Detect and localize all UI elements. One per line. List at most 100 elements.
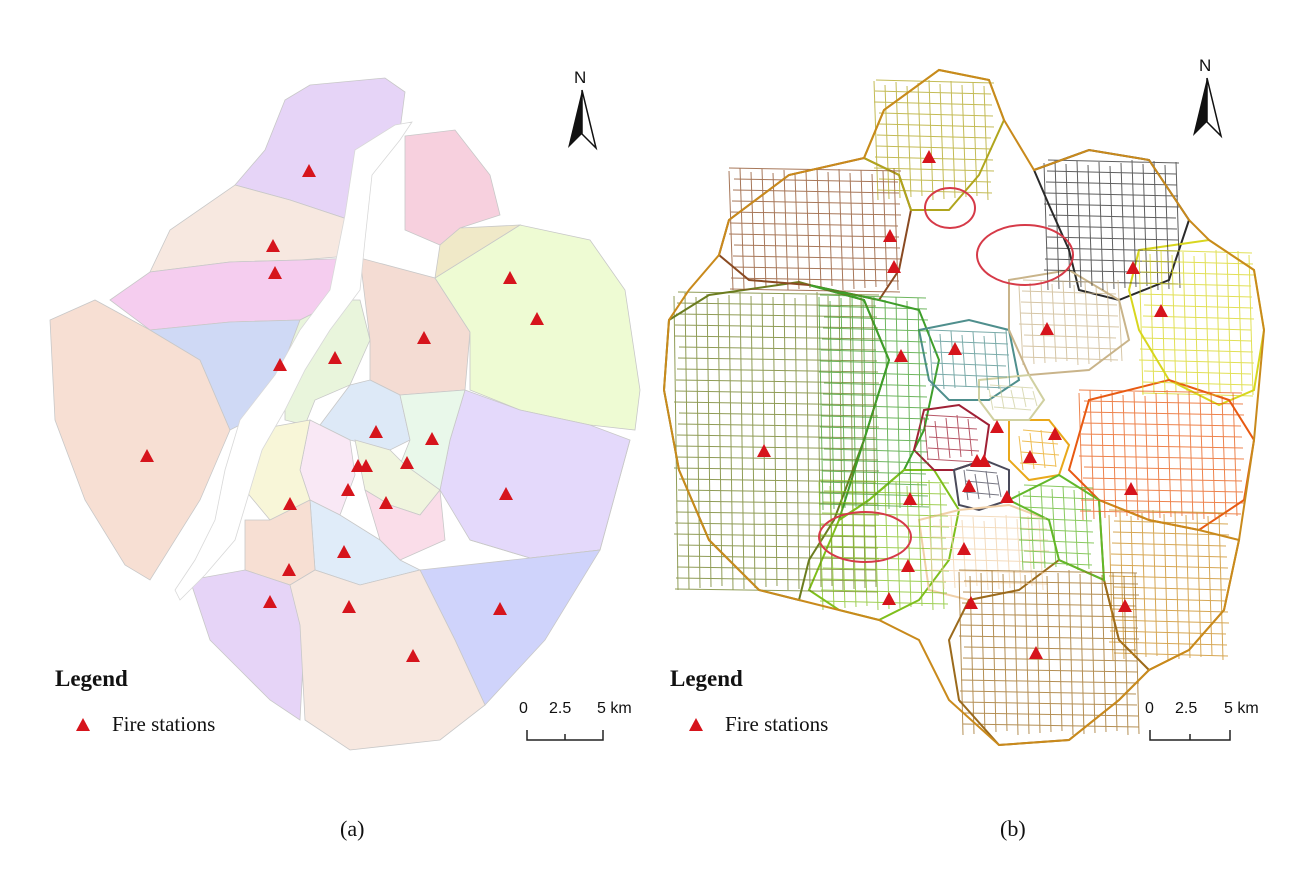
legend-item-label-a: Fire stations [112, 712, 216, 736]
fire-station-marker-b-18 [1124, 482, 1138, 495]
service-zone-22 [289, 569, 486, 751]
road-grid-4 [1043, 159, 1181, 291]
fire-station-marker-a-14 [400, 456, 414, 469]
scale-label-mid-b: 2.5 [1175, 700, 1198, 717]
road-district-5 [1127, 238, 1266, 407]
legend-item-fire-stations-a: Fire stations [76, 712, 215, 737]
legend-item-fire-stations-b: Fire stations [689, 712, 828, 737]
service-zone-10 [434, 224, 522, 279]
fire-station-marker-a-16 [379, 496, 393, 509]
road-grid-13 [988, 384, 1038, 411]
road-grid-16 [1108, 509, 1230, 661]
road-grid-18 [1018, 484, 1095, 571]
zone-boundary [469, 439, 631, 559]
fire-station-marker-a-3 [268, 266, 282, 279]
service-zone-9 [434, 224, 641, 431]
scale-bar-a [526, 730, 604, 741]
fire-station-marker-b-24 [1029, 646, 1043, 659]
legend-title-b: Legend [670, 666, 743, 691]
road-grid-11 [963, 469, 1002, 501]
road-district-13 [978, 373, 1046, 421]
fire-station-marker-a-8 [417, 331, 431, 344]
fire-station-marker-a-1 [302, 164, 316, 177]
fire-station-marker-a-11 [425, 432, 439, 445]
fire-station-marker-b-16 [1000, 490, 1014, 503]
fire-station-marker-b-2 [883, 229, 897, 242]
fire-station-marker-b-9 [757, 444, 771, 457]
fire-station-marker-a-19 [337, 545, 351, 558]
caption-a: (a) [340, 816, 365, 841]
fire-station-marker-a-7 [328, 351, 342, 364]
fire-station-marker-a-5 [530, 312, 544, 325]
scale-label-0-b: 0 [1145, 700, 1154, 717]
fire-station-marker-b-11 [1048, 427, 1062, 440]
fire-station-marker-b-4 [1126, 261, 1140, 274]
road-district-18 [1006, 473, 1106, 582]
service-zone-1 [49, 299, 231, 581]
fire-station-marker-a-13 [359, 459, 373, 472]
map-panel-b: N Legend Fire stations 0 2.5 5 km (b) [649, 0, 1298, 870]
river [174, 121, 413, 601]
fire-station-marker-icon [689, 718, 703, 731]
fire-station-marker-b-15 [962, 479, 976, 492]
legend-title-a: Legend [55, 666, 128, 691]
fire-station-marker-b-21 [882, 592, 896, 605]
uncovered-area-ellipse-1 [924, 187, 976, 229]
fire-station-marker-b-1 [922, 150, 936, 163]
road-grid-9 [818, 479, 950, 611]
fire-station-marker-a-21 [263, 595, 277, 608]
road-network-map-b [662, 68, 1266, 747]
service-zone-21 [189, 569, 306, 721]
map-panel-a: N Legend Fire stations 0 2.5 5 km (a) [49, 68, 641, 841]
road-grid-5 [1138, 249, 1255, 397]
caption-b: (b) [1000, 816, 1026, 841]
uncovered-area-ellipse-2 [976, 224, 1074, 286]
scale-label-0-a: 0 [519, 700, 528, 717]
fire-station-marker-a-10 [369, 425, 383, 438]
fire-station-marker-b-13 [977, 454, 991, 467]
fire-station-marker-a-6 [273, 358, 287, 371]
fire-station-marker-a-23 [493, 602, 507, 615]
north-arrow-a [568, 89, 598, 151]
fire-station-marker-b-23 [1118, 599, 1132, 612]
scale-label-end-b: 5 km [1224, 700, 1259, 717]
fire-station-marker-b-10 [990, 420, 1004, 433]
road-grid-6 [818, 294, 930, 511]
road-grid-8 [1018, 279, 1123, 366]
fire-station-marker-b-5 [1154, 304, 1168, 317]
legend-item-label-b: Fire stations [725, 712, 829, 736]
road-grid-10 [923, 414, 980, 463]
fire-station-marker-b-17 [903, 492, 917, 505]
fire-station-marker-a-15 [341, 483, 355, 496]
service-zone-4 [404, 129, 501, 246]
road-grid-2 [728, 167, 902, 293]
road-district-15 [1067, 378, 1256, 532]
fire-station-marker-b-22 [964, 596, 978, 609]
scale-label-mid-a: 2.5 [549, 700, 572, 717]
road-grid-12 [1018, 429, 1060, 471]
fire-station-marker-b-6 [1040, 322, 1054, 335]
fire-station-marker-a-9 [140, 449, 154, 462]
fire-station-marker-a-22 [342, 600, 356, 613]
road-grid-7 [928, 329, 1011, 391]
road-grid-1 [673, 291, 880, 593]
road-grid-14 [928, 514, 1050, 591]
road-district-9 [807, 469, 961, 622]
fire-station-marker-a-20 [282, 563, 296, 576]
fire-station-marker-b-3 [887, 260, 901, 273]
scale-label-end-a: 5 km [597, 700, 632, 717]
road-district-12 [1008, 419, 1071, 482]
fire-station-marker-b-7 [948, 342, 962, 355]
north-arrow-b [1193, 77, 1223, 139]
north-label-b: N [1199, 56, 1212, 75]
fire-station-marker-b-20 [901, 559, 915, 572]
fire-station-marker-a-17 [283, 497, 297, 510]
fire-station-marker-b-14 [1023, 450, 1037, 463]
zone-map-a [49, 77, 641, 751]
study-area-boundary [662, 68, 1266, 747]
road-grid-17 [958, 569, 1140, 736]
fire-station-marker-a-18 [499, 487, 513, 500]
fire-station-marker-a-24 [406, 649, 420, 662]
road-grid-15 [1078, 389, 1245, 521]
uncovered-area-ellipse-3 [818, 511, 912, 563]
